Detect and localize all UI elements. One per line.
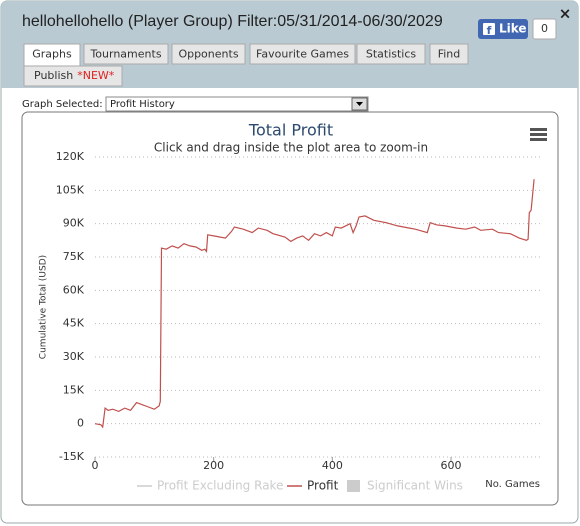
y-tick-label: 30K: [63, 350, 85, 363]
menu-bar: [530, 133, 547, 136]
legend-item[interactable]: Profit Excluding Rake: [137, 479, 283, 493]
tab[interactable]: Statistics: [356, 43, 426, 65]
x-tick-label: 600: [441, 459, 462, 472]
select-box: [105, 96, 369, 112]
y-tick-label: -15K: [59, 450, 85, 463]
x-tick-label: 200: [203, 459, 224, 472]
like-label: Like: [499, 22, 527, 36]
y-tick-label: 75K: [63, 250, 85, 263]
chart-menu[interactable]: [530, 128, 547, 141]
y-tick-label: 60K: [63, 283, 85, 296]
y-axis-label: Cumulative Total (USD): [39, 255, 49, 359]
y-tick-label: 0: [77, 417, 84, 430]
tab-label: Favourite Games: [256, 48, 349, 61]
tab[interactable]: Opponents: [171, 43, 246, 65]
legend-label: Significant Wins: [367, 479, 463, 493]
tab-bg: [23, 65, 123, 87]
y-tick-label: 105K: [56, 183, 85, 196]
tab-label: Opponents: [178, 48, 238, 61]
menu-bar: [530, 128, 547, 131]
menu-bar: [530, 138, 547, 141]
tab[interactable]: Tournaments: [83, 43, 169, 65]
legend-label: Profit Excluding Rake: [157, 479, 283, 493]
window-title: hellohellohello (Player Group) Filter:05…: [22, 13, 443, 30]
x-tick-label: 400: [322, 459, 343, 472]
tab-bg: [171, 43, 246, 65]
legend-item[interactable]: Profit: [287, 479, 339, 493]
tab-bg: [429, 43, 469, 65]
new-badge: *NEW*: [77, 69, 115, 82]
tab-label: Find: [438, 48, 461, 61]
fb-icon: [483, 23, 495, 35]
y-tick-label: 120K: [56, 150, 85, 163]
tab[interactable]: Graphs: [23, 43, 81, 68]
x-axis-label: No. Games: [485, 479, 540, 490]
tab[interactable]: Publish *NEW*: [23, 65, 123, 87]
publish-label: Publish: [34, 69, 73, 82]
chart-subtitle: Click and drag inside the plot area to z…: [154, 141, 428, 155]
tab-bg: [83, 43, 169, 65]
close-button[interactable]: ×: [559, 5, 572, 23]
tab[interactable]: Find: [429, 43, 469, 65]
chart-title: Total Profit: [248, 121, 333, 140]
tab-label: Graphs: [32, 48, 72, 61]
fb-letter: f: [487, 24, 492, 37]
plot: -15K 0 15K 30K 45K 60K 75K 90K 105K 120K 0 200 400 60…: [56, 150, 540, 493]
tab[interactable]: Favourite Games: [249, 43, 356, 65]
legend-item[interactable]: Significant Wins: [347, 479, 463, 493]
selector-label: Graph Selected:: [22, 99, 103, 110]
tab-bg: [356, 43, 426, 65]
profit-line: [94, 179, 535, 429]
select-arrow: [356, 102, 363, 106]
graph-select[interactable]: Profit History: [105, 96, 369, 112]
y-tick-label: 90K: [63, 217, 85, 230]
legend-label: Profit: [307, 479, 339, 493]
like-count-box: [532, 18, 557, 40]
tab-label: Tournaments: [89, 48, 161, 61]
x-tick-label: 0: [92, 459, 99, 472]
tab-bg: [249, 43, 356, 65]
like-button[interactable]: f Like: [478, 19, 528, 39]
legend-symbol: [347, 480, 360, 492]
select-value: Profit History: [110, 99, 175, 110]
like-count: 0: [541, 22, 548, 35]
y-tick-label: 15K: [63, 383, 85, 396]
chart-panel: [21, 111, 559, 506]
tab-label: Statistics: [366, 48, 417, 61]
y-tick-label: 45K: [63, 317, 85, 330]
tab-label: Publish *NEW*: [34, 69, 115, 82]
tab-bar: Graphs Tournaments Opponents Favourite Game…: [23, 43, 469, 87]
